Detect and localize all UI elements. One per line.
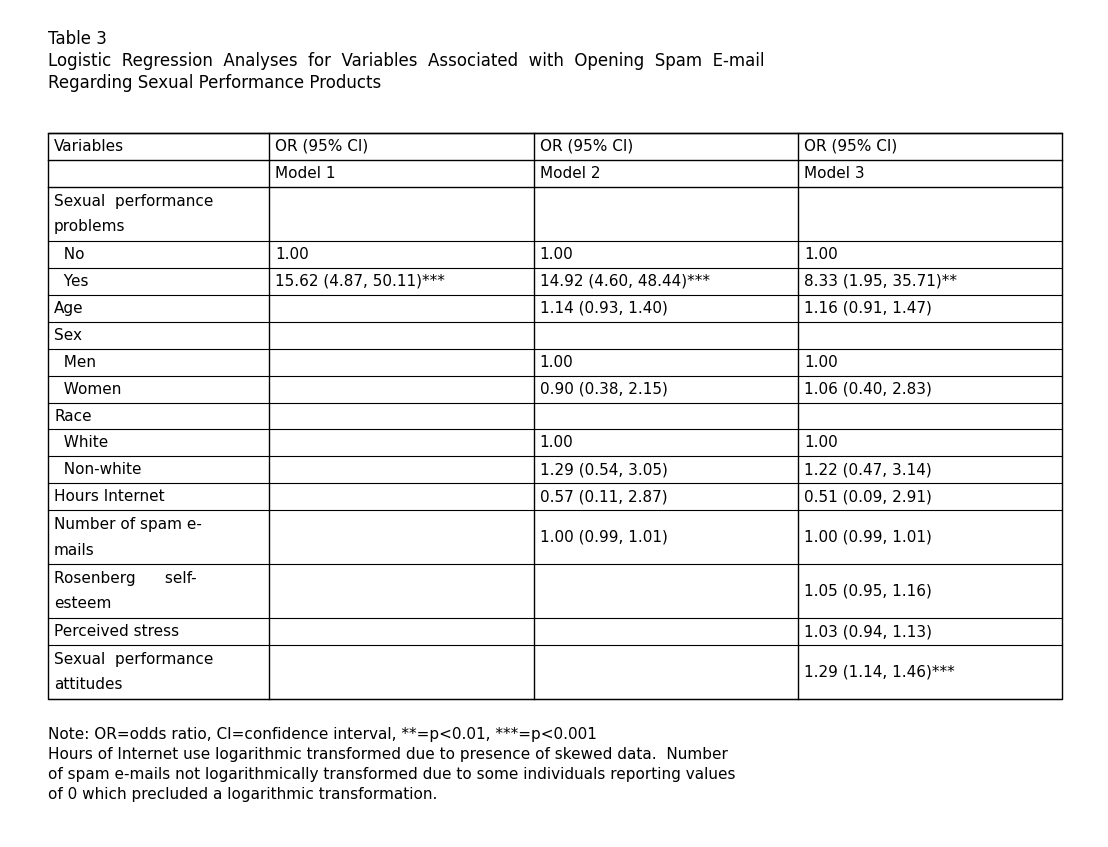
Text: Model 1: Model 1 bbox=[275, 166, 336, 181]
Text: Variables: Variables bbox=[54, 139, 124, 154]
Bar bbox=[48, 133, 1061, 699]
Text: 1.00 (0.99, 1.01): 1.00 (0.99, 1.01) bbox=[804, 529, 932, 545]
Text: Model 3: Model 3 bbox=[804, 166, 865, 181]
Text: 14.92 (4.60, 48.44)***: 14.92 (4.60, 48.44)*** bbox=[540, 274, 710, 289]
Text: 1.29 (1.14, 1.46)***: 1.29 (1.14, 1.46)*** bbox=[804, 665, 955, 679]
Text: 1.00: 1.00 bbox=[540, 246, 574, 262]
Text: 1.16 (0.91, 1.47): 1.16 (0.91, 1.47) bbox=[804, 301, 932, 316]
Text: Note: OR=odds ratio, CI=confidence interval, **=p<0.01, ***=p<0.001: Note: OR=odds ratio, CI=confidence inter… bbox=[48, 727, 597, 742]
Text: 1.00: 1.00 bbox=[275, 246, 309, 262]
Text: Model 2: Model 2 bbox=[540, 166, 601, 181]
Text: No: No bbox=[54, 246, 84, 262]
Text: Women: Women bbox=[54, 381, 122, 396]
Text: 1.05 (0.95, 1.16): 1.05 (0.95, 1.16) bbox=[804, 584, 932, 599]
Text: Yes: Yes bbox=[54, 274, 89, 289]
Text: 0.90 (0.38, 2.15): 0.90 (0.38, 2.15) bbox=[540, 381, 668, 396]
Text: Regarding Sexual Performance Products: Regarding Sexual Performance Products bbox=[48, 74, 381, 92]
Text: 15.62 (4.87, 50.11)***: 15.62 (4.87, 50.11)*** bbox=[275, 274, 445, 289]
Text: Men: Men bbox=[54, 355, 96, 369]
Text: Logistic  Regression  Analyses  for  Variables  Associated  with  Opening  Spam : Logistic Regression Analyses for Variabl… bbox=[48, 52, 765, 70]
Text: 1.03 (0.94, 1.13): 1.03 (0.94, 1.13) bbox=[804, 624, 932, 639]
Text: 1.00: 1.00 bbox=[804, 246, 838, 262]
Text: Hours Internet: Hours Internet bbox=[54, 490, 165, 504]
Text: Rosenberg      self-: Rosenberg self- bbox=[54, 571, 196, 586]
Text: mails: mails bbox=[54, 543, 95, 557]
Text: of 0 which precluded a logarithmic transformation.: of 0 which precluded a logarithmic trans… bbox=[48, 787, 438, 802]
Text: Sexual  performance: Sexual performance bbox=[54, 651, 214, 667]
Text: 1.14 (0.93, 1.40): 1.14 (0.93, 1.40) bbox=[540, 301, 668, 316]
Text: of spam e-mails not logarithmically transformed due to some individuals reportin: of spam e-mails not logarithmically tran… bbox=[48, 767, 736, 782]
Text: Table 3: Table 3 bbox=[48, 30, 106, 48]
Text: Hours of Internet use logarithmic transformed due to presence of skewed data.  N: Hours of Internet use logarithmic transf… bbox=[48, 747, 728, 762]
Text: 1.00: 1.00 bbox=[540, 435, 574, 451]
Text: Age: Age bbox=[54, 301, 83, 316]
Text: 1.06 (0.40, 2.83): 1.06 (0.40, 2.83) bbox=[804, 381, 932, 396]
Text: 1.29 (0.54, 3.05): 1.29 (0.54, 3.05) bbox=[540, 462, 668, 478]
Text: Non-white: Non-white bbox=[54, 462, 142, 478]
Text: 1.00: 1.00 bbox=[804, 435, 838, 451]
Text: Sex: Sex bbox=[54, 328, 82, 343]
Text: 1.00: 1.00 bbox=[540, 355, 574, 369]
Text: 0.51 (0.09, 2.91): 0.51 (0.09, 2.91) bbox=[804, 490, 932, 504]
Text: attitudes: attitudes bbox=[54, 678, 123, 692]
Text: 1.00 (0.99, 1.01): 1.00 (0.99, 1.01) bbox=[540, 529, 668, 545]
Text: 8.33 (1.95, 35.71)**: 8.33 (1.95, 35.71)** bbox=[804, 274, 957, 289]
Text: 1.22 (0.47, 3.14): 1.22 (0.47, 3.14) bbox=[804, 462, 932, 478]
Text: problems: problems bbox=[54, 219, 125, 234]
Text: OR (95% CI): OR (95% CI) bbox=[804, 139, 897, 154]
Text: OR (95% CI): OR (95% CI) bbox=[275, 139, 368, 154]
Text: OR (95% CI): OR (95% CI) bbox=[540, 139, 633, 154]
Text: Perceived stress: Perceived stress bbox=[54, 624, 179, 639]
Text: 0.57 (0.11, 2.87): 0.57 (0.11, 2.87) bbox=[540, 490, 667, 504]
Text: Race: Race bbox=[54, 408, 92, 424]
Text: 1.00: 1.00 bbox=[804, 355, 838, 369]
Text: esteem: esteem bbox=[54, 596, 112, 612]
Text: Sexual  performance: Sexual performance bbox=[54, 194, 214, 208]
Text: White: White bbox=[54, 435, 109, 451]
Text: Number of spam e-: Number of spam e- bbox=[54, 517, 202, 532]
